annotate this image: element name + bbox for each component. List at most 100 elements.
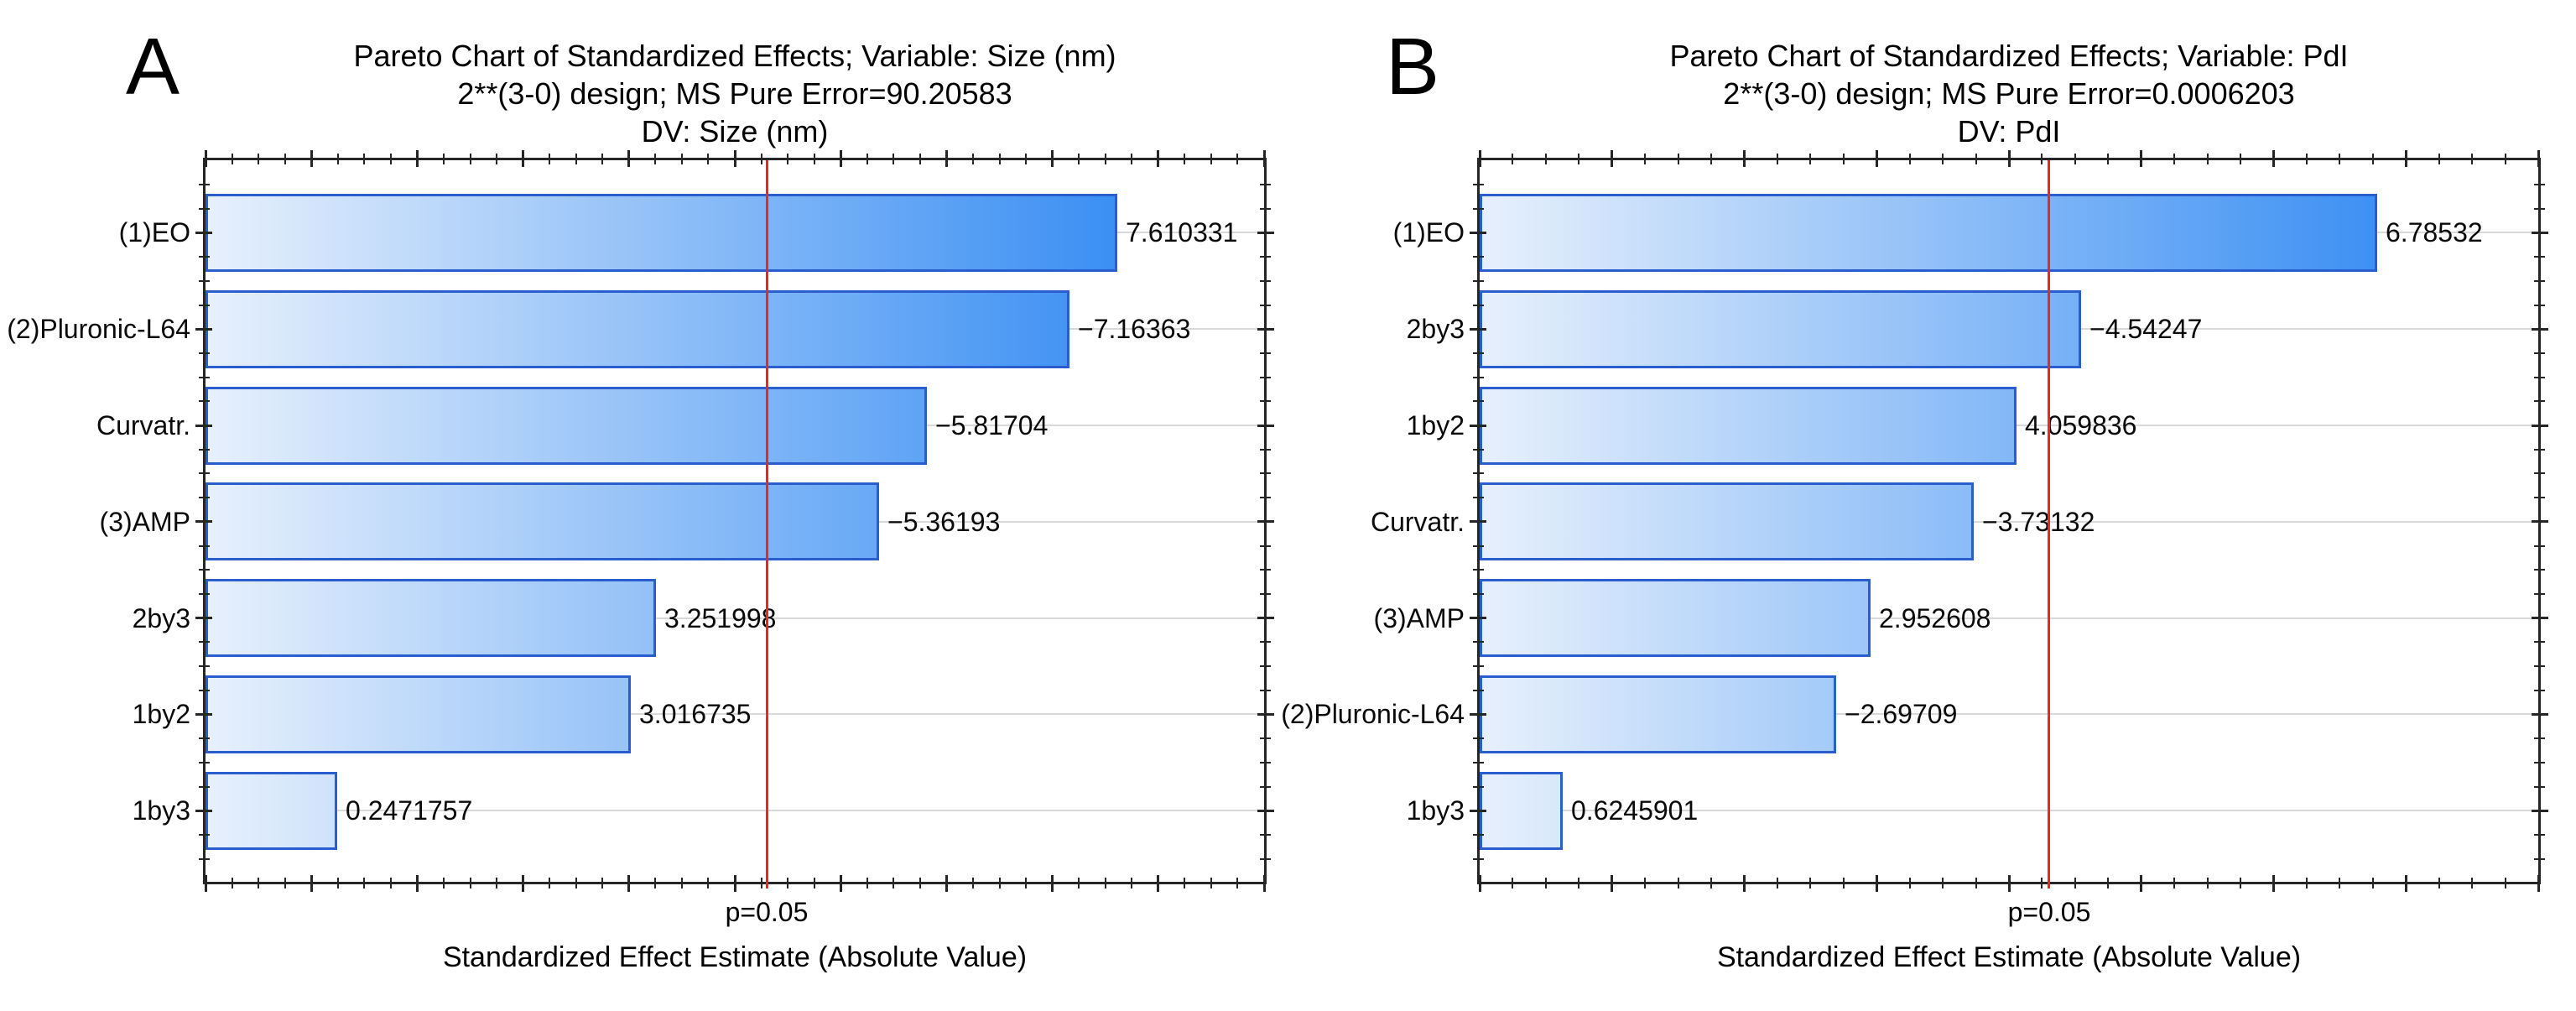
y-major-tick bbox=[1470, 520, 1486, 524]
y-minor-tick bbox=[1473, 689, 1484, 691]
y-minor-tick bbox=[199, 400, 210, 403]
y-minor-tick bbox=[1473, 737, 1484, 740]
significance-reference-line bbox=[765, 160, 768, 889]
x-minor-tick bbox=[1776, 154, 1778, 164]
category-label: (1)EO bbox=[1392, 217, 1465, 248]
category-label: 1by3 bbox=[132, 795, 190, 826]
x-minor-tick bbox=[1908, 154, 1911, 164]
x-minor-tick bbox=[1236, 154, 1239, 164]
x-major-tick bbox=[2404, 150, 2407, 167]
x-major-tick bbox=[1478, 875, 1481, 892]
x-major-tick bbox=[415, 875, 419, 892]
y-minor-tick bbox=[1260, 857, 1271, 860]
x-minor-tick bbox=[919, 154, 921, 164]
x-minor-tick bbox=[1942, 878, 1944, 889]
y-minor-tick bbox=[1473, 761, 1484, 763]
y-minor-tick bbox=[1473, 545, 1484, 547]
bar-value-label: −7.16363 bbox=[1078, 314, 1191, 345]
x-minor-tick bbox=[2504, 878, 2506, 889]
x-minor-tick bbox=[2371, 878, 2374, 889]
y-minor-tick bbox=[1260, 569, 1271, 571]
y-minor-tick bbox=[199, 857, 210, 860]
y-major-tick bbox=[195, 617, 212, 620]
y-major-tick bbox=[195, 231, 212, 234]
x-major-tick bbox=[945, 875, 948, 892]
y-minor-tick bbox=[1260, 400, 1271, 403]
y-minor-tick bbox=[1260, 497, 1271, 499]
y-minor-tick bbox=[2534, 279, 2545, 282]
chart-subtitle: 2**(3-0) design; MS Pure Error=0.0006203 bbox=[1723, 76, 2295, 111]
x-major-tick bbox=[2272, 875, 2275, 892]
x-minor-tick bbox=[231, 878, 233, 889]
pareto-bar bbox=[206, 193, 1117, 272]
category-label: (1)EO bbox=[118, 217, 190, 248]
x-minor-tick bbox=[707, 154, 710, 164]
x-major-tick bbox=[1875, 875, 1878, 892]
x-minor-tick bbox=[1210, 154, 1212, 164]
x-major-tick bbox=[2140, 875, 2143, 892]
y-minor-tick bbox=[1260, 761, 1271, 763]
pareto-bar bbox=[1480, 193, 2377, 272]
y-minor-tick bbox=[1473, 448, 1484, 451]
y-major-tick bbox=[2532, 520, 2548, 524]
category-label: (3)AMP bbox=[1373, 602, 1465, 633]
x-major-tick bbox=[945, 150, 948, 167]
category-gridline bbox=[1480, 520, 2538, 523]
y-minor-tick bbox=[1473, 279, 1484, 282]
x-minor-tick bbox=[1975, 878, 1977, 889]
y-minor-tick bbox=[2534, 785, 2545, 788]
y-major-tick bbox=[1470, 327, 1486, 331]
x-major-tick bbox=[1611, 875, 1614, 892]
y-minor-tick bbox=[1260, 279, 1271, 282]
chart-title: Pareto Chart of Standardized Effects; Va… bbox=[1669, 39, 2349, 73]
y-major-tick bbox=[1470, 712, 1486, 716]
bar-value-label: 3.251998 bbox=[664, 602, 777, 633]
y-minor-tick bbox=[199, 279, 210, 282]
y-major-tick bbox=[2532, 809, 2548, 812]
bar-value-label: −5.36193 bbox=[887, 506, 1001, 537]
pareto-bar bbox=[1480, 482, 1974, 561]
category-gridline bbox=[1480, 617, 2538, 619]
chart-title-block-a: Pareto Chart of Standardized Effects; Va… bbox=[206, 37, 1264, 150]
pareto-bar bbox=[206, 771, 337, 850]
y-major-tick bbox=[1470, 809, 1486, 812]
y-major-tick bbox=[2532, 327, 2548, 331]
x-minor-tick bbox=[469, 154, 471, 164]
x-minor-tick bbox=[1776, 878, 1778, 889]
chart-title: Pareto Chart of Standardized Effects; Va… bbox=[353, 39, 1116, 73]
x-major-tick bbox=[1157, 150, 1160, 167]
y-minor-tick bbox=[1473, 497, 1484, 499]
x-major-tick bbox=[1262, 150, 1266, 167]
y-minor-tick bbox=[199, 737, 210, 740]
chart-subtitle-dv: DV: PdI bbox=[1957, 114, 2061, 149]
y-minor-tick bbox=[2534, 761, 2545, 763]
y-minor-tick bbox=[199, 304, 210, 306]
y-minor-tick bbox=[2534, 689, 2545, 691]
y-minor-tick bbox=[2534, 592, 2545, 595]
y-major-tick bbox=[2532, 712, 2548, 716]
x-minor-tick bbox=[654, 878, 657, 889]
bar-value-label: 0.2471757 bbox=[346, 795, 473, 826]
x-minor-tick bbox=[1975, 154, 1977, 164]
bar-value-label: −2.69709 bbox=[1845, 699, 1958, 730]
panel-letter-b: B bbox=[1386, 22, 1440, 112]
x-minor-tick bbox=[1078, 878, 1080, 889]
x-minor-tick bbox=[496, 878, 498, 889]
category-gridline bbox=[206, 713, 1264, 716]
x-minor-tick bbox=[496, 154, 498, 164]
y-minor-tick bbox=[1260, 352, 1271, 354]
x-minor-tick bbox=[1942, 154, 1944, 164]
y-minor-tick bbox=[2534, 184, 2545, 185]
pareto-bar bbox=[206, 675, 631, 753]
x-major-tick bbox=[2140, 150, 2143, 167]
x-minor-tick bbox=[1677, 154, 1679, 164]
x-minor-tick bbox=[575, 154, 577, 164]
y-minor-tick bbox=[2534, 376, 2545, 378]
category-gridline bbox=[1480, 713, 2538, 716]
x-minor-tick bbox=[2471, 878, 2474, 889]
x-major-tick bbox=[1743, 875, 1746, 892]
y-major-tick bbox=[1257, 424, 1274, 427]
pareto-bar bbox=[1480, 579, 1871, 658]
y-minor-tick bbox=[1260, 592, 1271, 595]
y-minor-tick bbox=[199, 207, 210, 210]
